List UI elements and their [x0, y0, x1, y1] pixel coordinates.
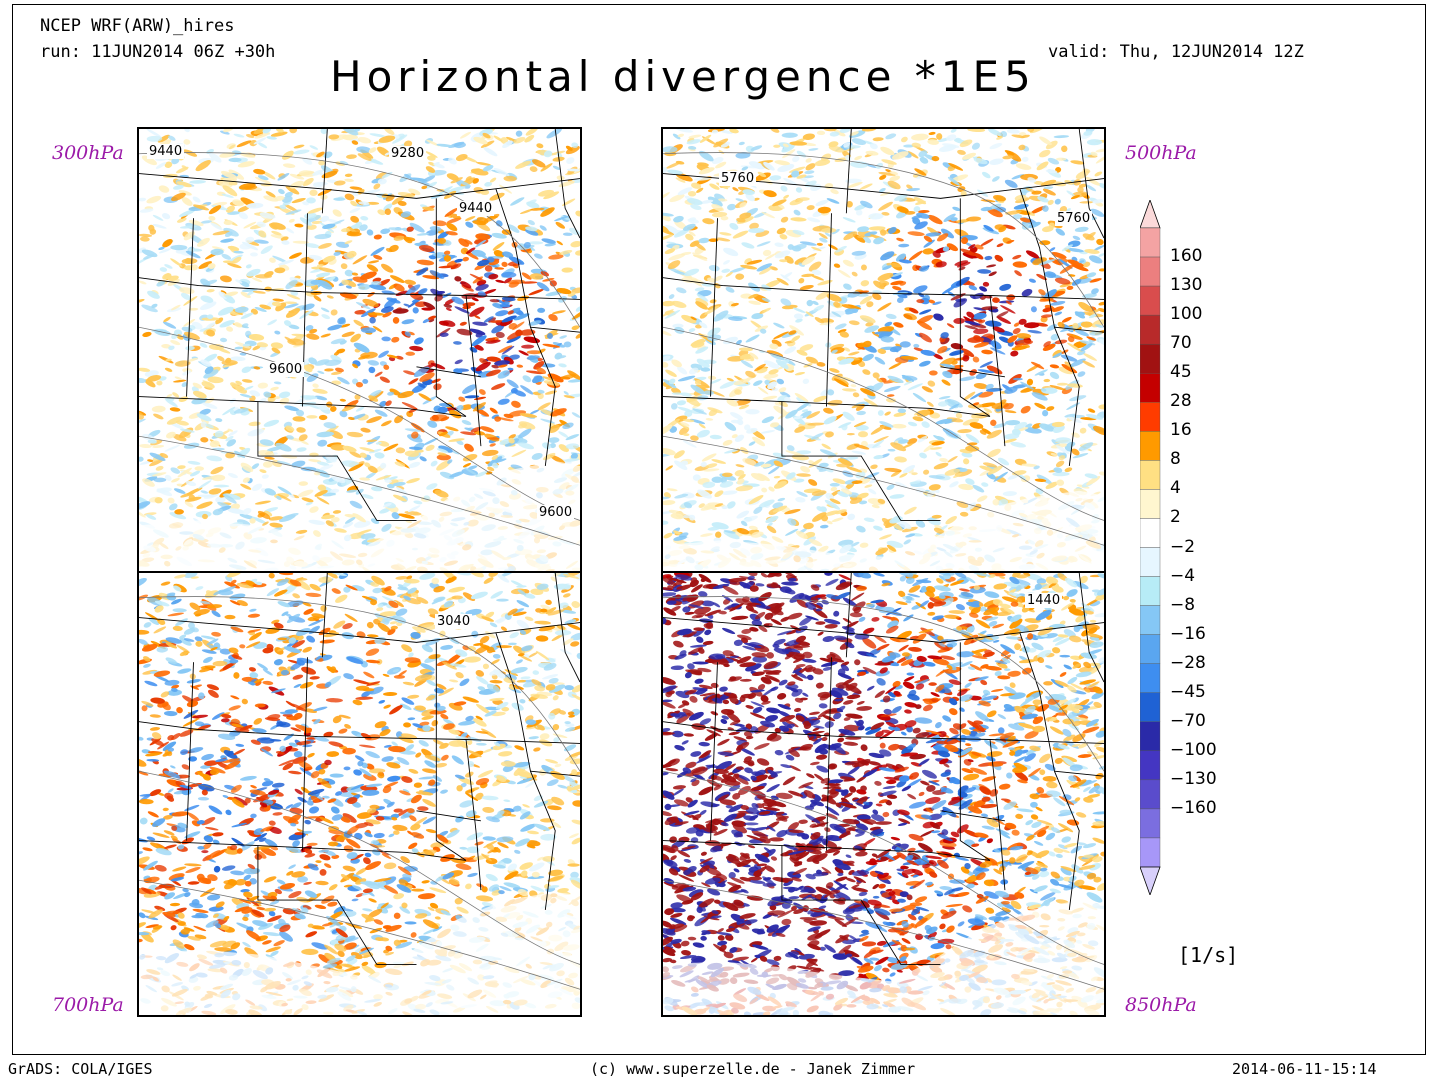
height-contours [663, 152, 1104, 546]
divergence-field-300hpa [139, 129, 580, 571]
contour-label: 9280 [389, 146, 427, 161]
colorbar-tick-label: −130 [1170, 768, 1217, 789]
contour-label: 5760 [719, 171, 757, 186]
colorbar-box [1140, 750, 1161, 781]
colorbar-max-tip [1140, 200, 1161, 229]
divergence-cells [139, 573, 580, 1015]
colorbar-box [1140, 779, 1161, 810]
level-label-300: 300hPa [52, 142, 124, 164]
colorbar-tick-label: −28 [1170, 652, 1206, 673]
divergence-field-700hpa [139, 573, 580, 1015]
map-panel-850hpa: 1440 [661, 571, 1106, 1017]
map-panel-700hpa: 3040 [137, 571, 582, 1017]
colorbar-tick-label: 70 [1170, 333, 1192, 354]
colorbar-box [1140, 808, 1161, 839]
level-label-700: 700hPa [52, 994, 124, 1016]
colorbar-box [1140, 692, 1161, 722]
state-boundaries [663, 573, 1104, 965]
gulf-of-mexico [139, 460, 580, 571]
colorbar-tick-label: −16 [1170, 623, 1206, 644]
colorbar-tick-label: −2 [1170, 536, 1196, 557]
contour-label: 9600 [267, 362, 305, 377]
state-boundaries [139, 129, 580, 521]
footer-timestamp: 2014-06-11-15:14 [1232, 1060, 1377, 1078]
colorbar-tick-label: −45 [1170, 681, 1206, 702]
height-contours [663, 596, 1104, 990]
height-contours [139, 152, 580, 546]
level-label-500: 500hPa [1125, 142, 1197, 164]
colorbar-tick-label: −70 [1170, 710, 1206, 731]
footer-copyright: (c) www.superzelle.de - Janek Zimmer [590, 1060, 916, 1078]
colorbar-box [1140, 489, 1161, 519]
colorbar-box [1140, 460, 1161, 490]
state-boundaries [139, 573, 580, 965]
plot-frame [12, 4, 1426, 1055]
map-panel-500hpa: 5760 5760 [661, 127, 1106, 573]
level-label-850: 850hPa [1125, 994, 1197, 1016]
colorbar-tick-label: 16 [1170, 420, 1192, 441]
colorbar [1140, 200, 1161, 895]
colorbar-tick-label: 100 [1170, 304, 1203, 325]
colorbar-box [1140, 343, 1161, 374]
gulf-of-mexico [139, 892, 580, 1015]
colorbar-tick-label: −4 [1170, 565, 1196, 586]
colorbar-tick-label: 4 [1170, 478, 1181, 499]
colorbar-tick-label: 2 [1170, 507, 1181, 528]
contour-label: 9600 [537, 505, 575, 520]
colorbar-box [1140, 634, 1161, 664]
colorbar-unit: [1/s] [1178, 943, 1239, 967]
colorbar-box [1140, 721, 1161, 752]
divergence-field-500hpa [663, 129, 1104, 571]
colorbar-box [1140, 431, 1161, 461]
colorbar-box [1140, 576, 1161, 606]
colorbar-box [1140, 663, 1161, 693]
contour-label: 9440 [147, 144, 185, 159]
colorbar-box [1140, 256, 1161, 287]
colorbar-box [1140, 547, 1161, 577]
colorbar-box [1140, 227, 1161, 258]
divergence-field-850hpa [663, 573, 1104, 1015]
colorbar-min-tip [1140, 866, 1161, 895]
colorbar-box [1140, 837, 1161, 868]
colorbar-tick-label: 160 [1170, 246, 1203, 267]
map-panel-300hpa: 9440 9280 9440 9600 9600 [137, 127, 582, 573]
map-title: Horizontal divergence *1E5 [330, 52, 1036, 101]
contour-label: 9440 [457, 201, 495, 216]
colorbar-box [1140, 518, 1161, 548]
colorbar-box [1140, 605, 1161, 635]
valid-time: valid: Thu, 12JUN2014 12Z [1048, 42, 1304, 62]
gulf-of-mexico [663, 900, 1104, 1015]
colorbar-tick-label: 130 [1170, 275, 1203, 296]
colorbar-tick-label: −8 [1170, 594, 1196, 615]
colorbar-tick-label: −100 [1170, 739, 1217, 760]
colorbar-box [1140, 314, 1161, 345]
colorbar-box [1140, 402, 1161, 432]
colorbar-tick-label: 8 [1170, 449, 1181, 470]
colorbar-box [1140, 373, 1161, 403]
footer-software: GrADS: COLA/IGES [8, 1060, 153, 1078]
gulf-of-mexico [663, 490, 1104, 571]
contour-label: 1440 [1025, 593, 1063, 608]
colorbar-tick-label: 28 [1170, 391, 1192, 412]
run-time: run: 11JUN2014 06Z +30h [40, 42, 276, 62]
colorbar-tick-label: 45 [1170, 362, 1192, 383]
model-name: NCEP WRF(ARW)_hires [40, 16, 235, 36]
height-contours [139, 596, 580, 990]
contour-label: 3040 [435, 614, 473, 629]
colorbar-box [1140, 285, 1161, 316]
colorbar-tick-label: −160 [1170, 797, 1217, 818]
contour-label: 5760 [1055, 211, 1093, 226]
